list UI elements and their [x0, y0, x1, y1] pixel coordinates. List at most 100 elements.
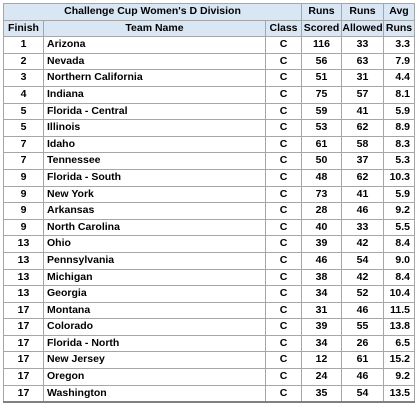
- finish-cell: 1: [3, 36, 44, 54]
- table-row: 1 Arizona C 116 33 3.3: [3, 36, 415, 54]
- finish-cell: 9: [3, 218, 44, 237]
- runs-scored-cell: 12: [301, 351, 342, 370]
- runs-scored-cell: 53: [301, 119, 342, 137]
- runs-allowed-cell: 33: [341, 218, 384, 237]
- avg-runs-cell: 15.2: [383, 351, 415, 370]
- avg-runs-cell: 10.4: [383, 285, 415, 303]
- table-title: Challenge Cup Women's D Division: [3, 3, 302, 21]
- avg-runs-cell: 4.4: [383, 69, 415, 87]
- class-cell: C: [265, 185, 302, 204]
- finish-cell: 13: [3, 235, 44, 253]
- avg-runs-cell: 11.5: [383, 301, 415, 320]
- class-cell: C: [265, 69, 302, 87]
- runs-allowed-cell: 46: [341, 202, 384, 220]
- runs-allowed-cell: 26: [341, 334, 384, 353]
- team-name-cell: Ohio: [43, 235, 266, 253]
- class-cell: C: [265, 52, 302, 71]
- runs-scored-header: Scored: [301, 19, 342, 38]
- class-header: Class: [265, 19, 302, 38]
- avg-runs-cell: 8.3: [383, 135, 415, 154]
- runs-allowed-cell: 57: [341, 85, 384, 104]
- class-cell: C: [265, 301, 302, 320]
- runs-scored-cell: 39: [301, 235, 342, 253]
- avg-runs-cell: 5.5: [383, 218, 415, 237]
- table-body: 1 Arizona C 116 33 3.3 2 Nevada C 56 63 7.9 3 Norther…: [3, 36, 415, 404]
- class-cell: C: [265, 351, 302, 370]
- avg-runs-cell: 9.2: [383, 202, 415, 220]
- runs-allowed-cell: 37: [341, 152, 384, 170]
- runs-allowed-cell: 31: [341, 69, 384, 87]
- avg-runs-cell: 3.3: [383, 36, 415, 54]
- runs-allowed-cell: 33: [341, 36, 384, 54]
- runs-scored-cell: 34: [301, 285, 342, 303]
- avg-runs-cell: 8.4: [383, 235, 415, 253]
- runs-scored-cell: 73: [301, 185, 342, 204]
- runs-allowed-cell: 62: [341, 168, 384, 187]
- runs-allowed-cell: 61: [341, 351, 384, 370]
- finish-header: Finish: [3, 19, 44, 38]
- class-cell: C: [265, 384, 302, 404]
- avg-header-top: Avg: [383, 3, 415, 21]
- class-cell: C: [265, 218, 302, 237]
- runs-scored-cell: 35: [301, 384, 342, 404]
- avg-runs-header: Runs: [383, 19, 415, 38]
- finish-cell: 5: [3, 102, 44, 121]
- table-row: 9 Florida - South C 48 62 10.3: [3, 168, 415, 187]
- table-row: 17 Colorado C 39 55 13.8: [3, 318, 415, 336]
- table-row: 17 Oregon C 24 46 9.2: [3, 368, 415, 386]
- runs-scored-cell: 48: [301, 168, 342, 187]
- runs-scored-cell: 24: [301, 368, 342, 386]
- class-cell: C: [265, 135, 302, 154]
- avg-runs-cell: 8.1: [383, 85, 415, 104]
- avg-runs-cell: 5.9: [383, 102, 415, 121]
- table-row: 17 Florida - North C 34 26 6.5: [3, 334, 415, 353]
- runs-allowed-cell: 54: [341, 384, 384, 404]
- team-name-cell: Arkansas: [43, 202, 266, 220]
- runs-allowed-cell: 42: [341, 235, 384, 253]
- finish-cell: 13: [3, 285, 44, 303]
- team-name-cell: Oregon: [43, 368, 266, 386]
- team-name-cell: Florida - Central: [43, 102, 266, 121]
- runs-scored-cell: 61: [301, 135, 342, 154]
- avg-runs-cell: 5.9: [383, 185, 415, 204]
- finish-cell: 9: [3, 168, 44, 187]
- runs-allowed-cell: 62: [341, 119, 384, 137]
- finish-cell: 17: [3, 318, 44, 336]
- standings-table: Challenge Cup Women's D Division Runs Ru…: [3, 3, 415, 404]
- finish-cell: 17: [3, 334, 44, 353]
- runs-allowed-cell: 63: [341, 52, 384, 71]
- avg-runs-cell: 8.4: [383, 268, 415, 287]
- class-cell: C: [265, 202, 302, 220]
- finish-cell: 3: [3, 69, 44, 87]
- team-name-cell: Florida - North: [43, 334, 266, 353]
- class-cell: C: [265, 102, 302, 121]
- team-name-cell: Georgia: [43, 285, 266, 303]
- runs-scored-header-top: Runs: [301, 3, 342, 21]
- class-cell: C: [265, 285, 302, 303]
- runs-scored-cell: 51: [301, 69, 342, 87]
- class-cell: C: [265, 251, 302, 270]
- runs-scored-cell: 28: [301, 202, 342, 220]
- table-row: 9 North Carolina C 40 33 5.5: [3, 218, 415, 237]
- table-row: 17 New Jersey C 12 61 15.2: [3, 351, 415, 370]
- team-name-cell: Northern California: [43, 69, 266, 87]
- class-cell: C: [265, 334, 302, 353]
- table-row: 13 Michigan C 38 42 8.4: [3, 268, 415, 287]
- runs-scored-cell: 38: [301, 268, 342, 287]
- class-cell: C: [265, 318, 302, 336]
- table-row: 9 Arkansas C 28 46 9.2: [3, 202, 415, 220]
- class-cell: C: [265, 168, 302, 187]
- runs-scored-cell: 46: [301, 251, 342, 270]
- runs-scored-cell: 50: [301, 152, 342, 170]
- runs-allowed-cell: 55: [341, 318, 384, 336]
- team-name-cell: Illinois: [43, 119, 266, 137]
- avg-runs-cell: 10.3: [383, 168, 415, 187]
- finish-cell: 9: [3, 185, 44, 204]
- runs-allowed-cell: 58: [341, 135, 384, 154]
- runs-allowed-cell: 52: [341, 285, 384, 303]
- team-name-cell: North Carolina: [43, 218, 266, 237]
- finish-cell: 13: [3, 268, 44, 287]
- table-row: 7 Idaho C 61 58 8.3: [3, 135, 415, 154]
- table-row: 13 Ohio C 39 42 8.4: [3, 235, 415, 253]
- table-header: Challenge Cup Women's D Division Runs Ru…: [3, 3, 415, 38]
